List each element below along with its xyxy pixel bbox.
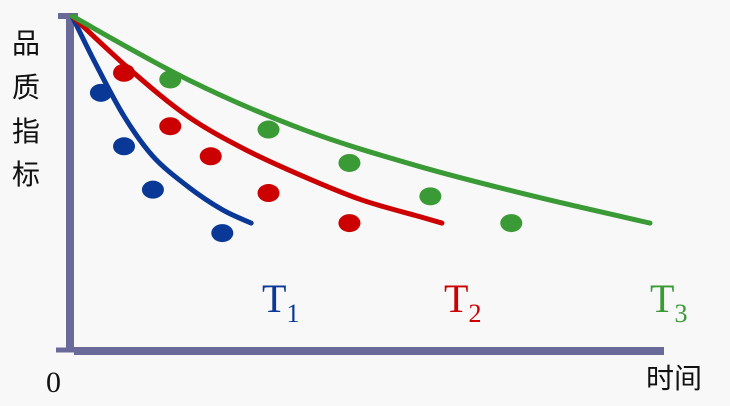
y-axis-label-char-4: 标 bbox=[12, 158, 40, 191]
series-1-point-1 bbox=[89, 83, 112, 102]
series-1-point-3 bbox=[141, 180, 164, 199]
series-1-line bbox=[69, 13, 254, 226]
series-1-label-sub: 1 bbox=[286, 299, 299, 328]
series-1-point-4 bbox=[211, 224, 234, 243]
series-3-label-sub: 3 bbox=[674, 299, 687, 328]
origin-label: 0 bbox=[46, 366, 61, 399]
series-2-point-3 bbox=[199, 147, 222, 166]
series-3-point-1 bbox=[159, 70, 182, 89]
series-labels: T1 T2 T3 bbox=[262, 276, 687, 328]
y-axis-label: 品 质 指 标 bbox=[12, 27, 40, 191]
series-3-point-2 bbox=[257, 120, 280, 139]
series-2-label-sub: 2 bbox=[468, 299, 481, 328]
data-points bbox=[89, 63, 523, 243]
series-2-point-4 bbox=[257, 184, 280, 203]
series-1-label: T1 bbox=[262, 276, 299, 328]
series-2-point-2 bbox=[159, 117, 182, 136]
y-axis-label-char-3: 指 bbox=[12, 115, 40, 148]
series-3-point-5 bbox=[500, 214, 523, 233]
series-2-point-5 bbox=[338, 214, 361, 233]
x-axis-label: 时间 bbox=[646, 362, 702, 395]
series-2-point-1 bbox=[113, 63, 136, 82]
series-2-label-main: T bbox=[444, 276, 468, 321]
y-axis-label-char-1: 品 bbox=[12, 27, 40, 60]
axes bbox=[56, 13, 664, 355]
series-1-label-main: T bbox=[262, 276, 286, 321]
series-3-label-main: T bbox=[650, 276, 674, 321]
series-2-label: T2 bbox=[444, 276, 481, 328]
series-3-point-4 bbox=[419, 187, 442, 206]
series-3-point-3 bbox=[338, 153, 361, 172]
series-3-label: T3 bbox=[650, 276, 687, 328]
series-1-point-2 bbox=[113, 137, 136, 156]
y-axis-label-char-2: 质 bbox=[12, 71, 40, 104]
